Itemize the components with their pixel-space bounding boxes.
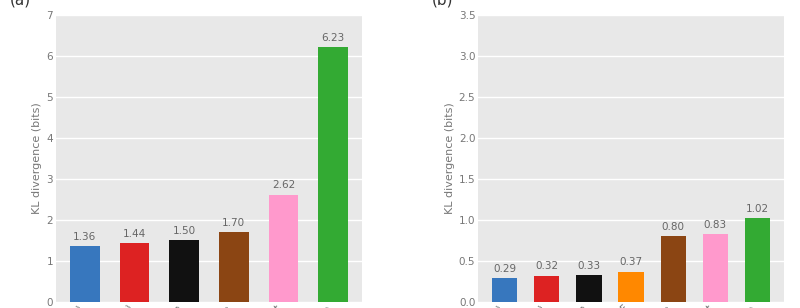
Text: 0.33: 0.33: [578, 261, 601, 270]
Bar: [492, 278, 518, 302]
Bar: [534, 276, 559, 302]
Text: 1.02: 1.02: [746, 204, 769, 214]
Text: 1.70: 1.70: [222, 218, 246, 228]
Y-axis label: KL divergence (bits): KL divergence (bits): [445, 103, 454, 214]
Bar: [661, 236, 686, 302]
Text: 0.32: 0.32: [535, 261, 558, 271]
Bar: [745, 218, 770, 302]
Bar: [318, 47, 348, 302]
Text: 1.36: 1.36: [73, 232, 97, 242]
Text: 0.37: 0.37: [619, 257, 642, 267]
Bar: [576, 275, 602, 302]
Bar: [70, 246, 100, 302]
Bar: [269, 195, 298, 302]
Text: 0.29: 0.29: [493, 264, 516, 274]
Bar: [618, 272, 644, 302]
Y-axis label: KL divergence (bits): KL divergence (bits): [33, 103, 42, 214]
Text: 0.80: 0.80: [662, 222, 685, 232]
Bar: [702, 234, 728, 302]
Bar: [119, 243, 150, 302]
Text: (a): (a): [10, 0, 31, 7]
Text: 6.23: 6.23: [322, 33, 345, 43]
Text: 2.62: 2.62: [272, 180, 295, 190]
Bar: [219, 232, 249, 302]
Text: (b): (b): [432, 0, 454, 7]
Text: 1.44: 1.44: [123, 229, 146, 239]
Bar: [170, 241, 199, 302]
Text: 1.50: 1.50: [173, 226, 196, 236]
Text: 0.83: 0.83: [704, 220, 727, 230]
